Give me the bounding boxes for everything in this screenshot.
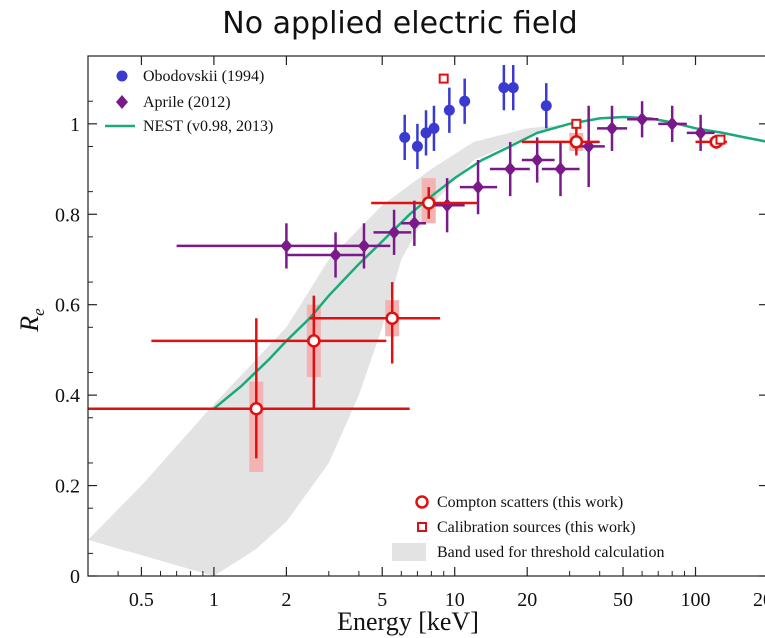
- aprile-point-11: [606, 121, 619, 136]
- aprile-point-3: [388, 225, 401, 240]
- legends: Obodovskii (1994) Aprile (2012) NEST (v0.9…: [105, 68, 665, 561]
- y-axis-title-main: R: [15, 316, 44, 333]
- x-tick-label-7: 100: [681, 589, 711, 611]
- y-axis-title: Re: [15, 308, 48, 333]
- aprile-point-8: [531, 153, 544, 167]
- legend-aprile-marker: [116, 95, 128, 109]
- aprile-point-0: [280, 238, 293, 253]
- legend-compton-marker: [415, 495, 429, 509]
- obodovskii-point-4: [443, 104, 455, 116]
- aprile-point-4: [408, 216, 421, 231]
- threshold-band: [88, 123, 570, 576]
- legend-band-label: Band used for threshold calculation: [437, 544, 665, 561]
- obodovskii-point-6: [498, 82, 510, 94]
- legend-band-marker: [392, 543, 426, 561]
- aprile-point-1: [329, 247, 342, 262]
- obodovskii-point-8: [540, 100, 552, 112]
- chart-title: No applied electric field: [222, 6, 578, 41]
- y-tick-label-0: 0: [70, 566, 80, 588]
- y-tick-label-1: 0.2: [55, 476, 80, 498]
- plot-area: [88, 65, 765, 576]
- calibration-point-2: [715, 134, 726, 145]
- x-tick-label-8: 200: [753, 589, 765, 611]
- x-axis-title: Energy [keV]: [337, 607, 479, 636]
- x-tick-label-2: 2: [281, 589, 291, 611]
- y-tick-label-3: 0.6: [55, 295, 80, 317]
- aprile-point-9: [554, 162, 567, 177]
- aprile-point-13: [666, 116, 679, 131]
- y-axis-title-subscript: e: [29, 308, 48, 316]
- legend-nest-label: NEST (v0.98, 2013): [143, 118, 273, 135]
- plot-frame: [87, 55, 765, 577]
- y-tick-label-4: 0.8: [55, 204, 80, 226]
- compton-point-2: [385, 311, 399, 326]
- legend-aprile-label: Aprile (2012): [143, 94, 231, 111]
- legend-compton-label: Compton scatters (this work): [437, 494, 623, 511]
- calibration-point-0: [438, 73, 449, 84]
- x-tick-label-4: 10: [445, 589, 465, 611]
- legend-calibration-marker: [417, 522, 427, 532]
- aprile-point-6: [472, 180, 485, 195]
- legend-calibration-label: Calibration sources (this work): [437, 519, 636, 536]
- obodovskii-point-7: [507, 82, 519, 94]
- y-tick-label-5: 1: [70, 114, 80, 136]
- x-tick-label-3: 5: [377, 589, 387, 611]
- aprile-point-14: [694, 125, 707, 140]
- obodovskii-point-1: [411, 140, 423, 152]
- y-tick-label-2: 0.4: [55, 385, 80, 407]
- aprile-point-12: [636, 112, 649, 127]
- calibration-point-1: [571, 118, 582, 129]
- compton-point-4: [569, 135, 584, 149]
- compton-point-3: [421, 196, 436, 210]
- compton-point-1: [307, 334, 321, 348]
- aprile-point-2: [357, 238, 370, 253]
- legend-obodovskii-label: Obodovskii (1994): [143, 68, 264, 85]
- x-tick-label-0: 0.5: [129, 589, 154, 611]
- x-tick-label-1: 1: [209, 589, 219, 611]
- obodovskii-point-5: [459, 95, 471, 107]
- aprile-point-7: [504, 162, 517, 177]
- obodovskii-point-3: [428, 122, 440, 134]
- obodovskii-point-0: [399, 131, 411, 143]
- axes: 0.5 1 2 5 10 20 50 100 200 0 0.2 0.4 0.6 0.8 1 Energy […: [15, 55, 765, 636]
- x-tick-label-6: 50: [613, 589, 633, 611]
- aprile-point-5: [441, 198, 454, 213]
- x-tick-label-5: 20: [517, 589, 537, 611]
- legend-obodovskii-marker: [116, 70, 128, 82]
- compton-point-0: [249, 401, 264, 416]
